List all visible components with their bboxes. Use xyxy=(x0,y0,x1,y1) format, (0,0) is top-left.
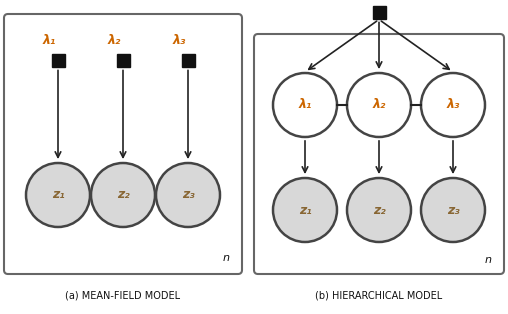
Text: z₂: z₂ xyxy=(373,203,386,216)
Text: n: n xyxy=(223,253,230,263)
Circle shape xyxy=(421,73,485,137)
Circle shape xyxy=(156,163,220,227)
Circle shape xyxy=(91,163,155,227)
Circle shape xyxy=(421,178,485,242)
Bar xyxy=(372,6,386,19)
Text: z₁: z₁ xyxy=(52,188,65,202)
Circle shape xyxy=(347,73,411,137)
Circle shape xyxy=(273,178,337,242)
Text: λ₂: λ₂ xyxy=(107,34,121,46)
Text: (b) HIERARCHICAL MODEL: (b) HIERARCHICAL MODEL xyxy=(315,290,442,300)
Bar xyxy=(116,53,130,67)
Text: λ₁: λ₁ xyxy=(42,34,56,46)
Text: λ₂: λ₂ xyxy=(372,99,386,111)
Circle shape xyxy=(347,178,411,242)
Text: λ₁: λ₁ xyxy=(298,99,312,111)
Circle shape xyxy=(273,73,337,137)
Text: θ: θ xyxy=(374,0,384,1)
Text: z₃: z₃ xyxy=(182,188,195,202)
Text: (a) MEAN-FIELD MODEL: (a) MEAN-FIELD MODEL xyxy=(66,290,180,300)
Text: z₁: z₁ xyxy=(299,203,311,216)
Circle shape xyxy=(26,163,90,227)
Text: z₂: z₂ xyxy=(117,188,130,202)
Bar xyxy=(51,53,65,67)
Text: λ₃: λ₃ xyxy=(172,34,186,46)
Text: λ₃: λ₃ xyxy=(447,99,460,111)
Bar xyxy=(181,53,195,67)
Text: z₃: z₃ xyxy=(447,203,459,216)
Text: n: n xyxy=(485,255,492,265)
